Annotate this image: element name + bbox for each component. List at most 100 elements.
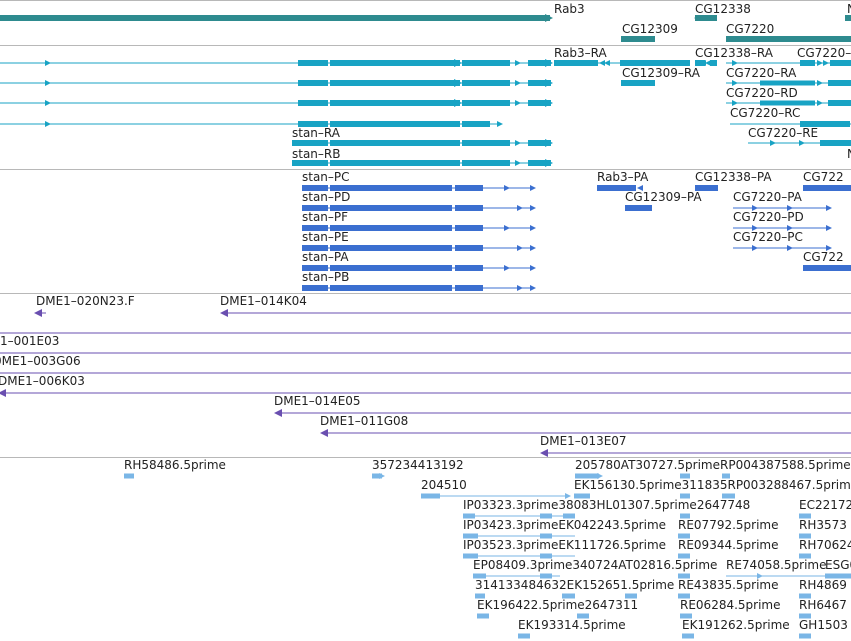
est-label[interactable]: IP03523.3primeEK111726.5prime (463, 538, 667, 552)
protein-label[interactable]: CG7220–PC (733, 230, 803, 244)
est-label[interactable]: RH70624 (799, 538, 851, 552)
gene-label[interactable]: CG7220 (726, 22, 775, 36)
track-divider (0, 293, 851, 294)
est-label[interactable]: EC22172 (799, 498, 851, 512)
transcript-label[interactable]: CG7220–RD (726, 86, 798, 100)
protein-label[interactable]: stan–PC (302, 170, 350, 184)
protein-label[interactable]: stan–PF (302, 210, 349, 224)
transcript-label[interactable]: CG12338–RA (695, 46, 773, 60)
est-label[interactable]: EK196422.5prime2647311 (477, 598, 639, 612)
protein-label[interactable]: stan–PE (302, 230, 349, 244)
exon-block (528, 80, 551, 86)
est-label[interactable]: RH6467 (799, 598, 847, 612)
est-label[interactable]: RH58486.5prime (124, 458, 226, 472)
est-label[interactable]: RE09344.5prime (678, 538, 779, 552)
strand-arrow (530, 285, 536, 291)
exon-block (722, 473, 730, 479)
strand-arrow (545, 99, 553, 107)
protein-label[interactable]: stan–PD (302, 190, 351, 204)
gene-label[interactable]: N (847, 2, 851, 16)
exon-block (528, 100, 551, 106)
exon-block (554, 60, 598, 66)
exon-block (292, 160, 328, 166)
exon-block (621, 36, 655, 42)
clone-label[interactable]: DME1–014E05 (274, 394, 361, 408)
exon-block (577, 613, 589, 619)
est-label[interactable]: RE06284.5prime (680, 598, 781, 612)
transcript-label[interactable]: stan–RB (292, 147, 341, 161)
clone-label[interactable]: DME1–020N23.F (36, 294, 135, 308)
gene-label[interactable]: CG12309 (622, 22, 678, 36)
est-label[interactable]: EK156130.5prime311835RP003288467.5prime (574, 478, 851, 492)
est-label[interactable]: ESG0 (825, 558, 851, 572)
exon-block (574, 493, 590, 499)
est-label[interactable]: IP03423.3primeEK042243.5prime (463, 518, 667, 532)
est-label[interactable]: RH4869 (799, 578, 847, 592)
transcript-label[interactable]: CG7220–RC (730, 106, 801, 120)
protein-label[interactable]: CG12338–PA (695, 170, 772, 184)
strand-arrow (515, 140, 521, 146)
est-label[interactable]: EK193314.5prime (518, 618, 626, 632)
clone-label[interactable]: DME1–013E07 (540, 434, 627, 448)
clone-track: DME1–020N23.F DME1–014K04 1–001E03 0ME1–… (0, 294, 627, 448)
strand-arrow (530, 245, 536, 251)
est-label[interactable]: IP03323.3prime38083HL01307.5prime2647748 (463, 498, 751, 512)
gene-label[interactable]: CG12338 (695, 2, 751, 16)
est-label[interactable]: RE07792.5prime (678, 518, 779, 532)
strand-arrow (515, 80, 521, 86)
transcript-label[interactable]: N (847, 147, 851, 161)
strand-arrow (826, 245, 832, 251)
clone-label[interactable]: DME1–014K04 (220, 294, 307, 308)
transcript-label[interactable]: CG7220– (797, 46, 851, 60)
exon-block (455, 245, 483, 251)
est-label[interactable]: RE43835.5prime (678, 578, 779, 592)
protein-label[interactable]: Rab3–PA (597, 170, 649, 184)
est-label[interactable]: 204510 (421, 478, 467, 492)
protein-label[interactable]: CG722 (803, 170, 844, 184)
est-label[interactable]: 205780AT30727.5primeRP004387588.5prime (575, 458, 851, 472)
exon-block (330, 100, 460, 106)
est-label[interactable]: 314133484632EK152651.5prime (475, 578, 675, 592)
exon-block (678, 533, 690, 539)
clone-label[interactable]: 1–001E03 (0, 334, 60, 348)
strand-arrow (517, 285, 523, 291)
exon-block (462, 60, 510, 66)
clone-label[interactable]: 0ME1–003G06 (0, 354, 81, 368)
exon-block (463, 533, 478, 539)
est-label[interactable]: 357234413192 (372, 458, 464, 472)
protein-label[interactable]: CG7220–PA (733, 190, 802, 204)
strand-arrow (454, 79, 462, 87)
clone-label[interactable]: DME1–011G08 (320, 414, 409, 428)
exon-block (462, 80, 510, 86)
exon-block (620, 60, 690, 66)
est-label[interactable]: EK191262.5prime (682, 618, 790, 632)
transcript-label[interactable]: CG12309–RA (622, 66, 700, 80)
protein-label[interactable]: CG12309–PA (625, 190, 702, 204)
protein-label[interactable]: stan–PB (302, 270, 350, 284)
transcript-label[interactable]: CG7220–RE (748, 126, 819, 140)
protein-label[interactable]: CG722 (803, 250, 844, 264)
strand-arrow (752, 225, 758, 231)
clone-label[interactable]: DME1–006K03 (0, 374, 85, 388)
protein-label[interactable]: stan–PA (302, 250, 349, 264)
exon-block (803, 265, 851, 271)
exon-block (597, 185, 636, 191)
est-label[interactable]: RH3573 (799, 518, 847, 532)
exon-block (455, 205, 483, 211)
transcript-label[interactable]: Rab3–RA (554, 46, 607, 60)
gene-label[interactable]: Rab3 (554, 2, 585, 16)
exon-block (463, 553, 478, 559)
transcript-label[interactable]: CG7220–RA (726, 66, 797, 80)
exon-block (680, 473, 690, 479)
exon-block (475, 593, 485, 599)
strand-arrow (545, 14, 553, 22)
strand-arrow (597, 473, 603, 479)
strand-arrow (45, 121, 51, 127)
protein-label[interactable]: CG7220–PD (733, 210, 804, 224)
exon-block (292, 140, 328, 146)
est-label[interactable]: GH1503 (799, 618, 848, 632)
transcript-label[interactable]: stan–RA (292, 126, 340, 140)
strand-arrow (565, 493, 571, 499)
est-label[interactable]: EP08409.3prime340724AT02816.5prime (473, 558, 718, 572)
est-label[interactable]: RE74058.5prime (726, 558, 827, 572)
